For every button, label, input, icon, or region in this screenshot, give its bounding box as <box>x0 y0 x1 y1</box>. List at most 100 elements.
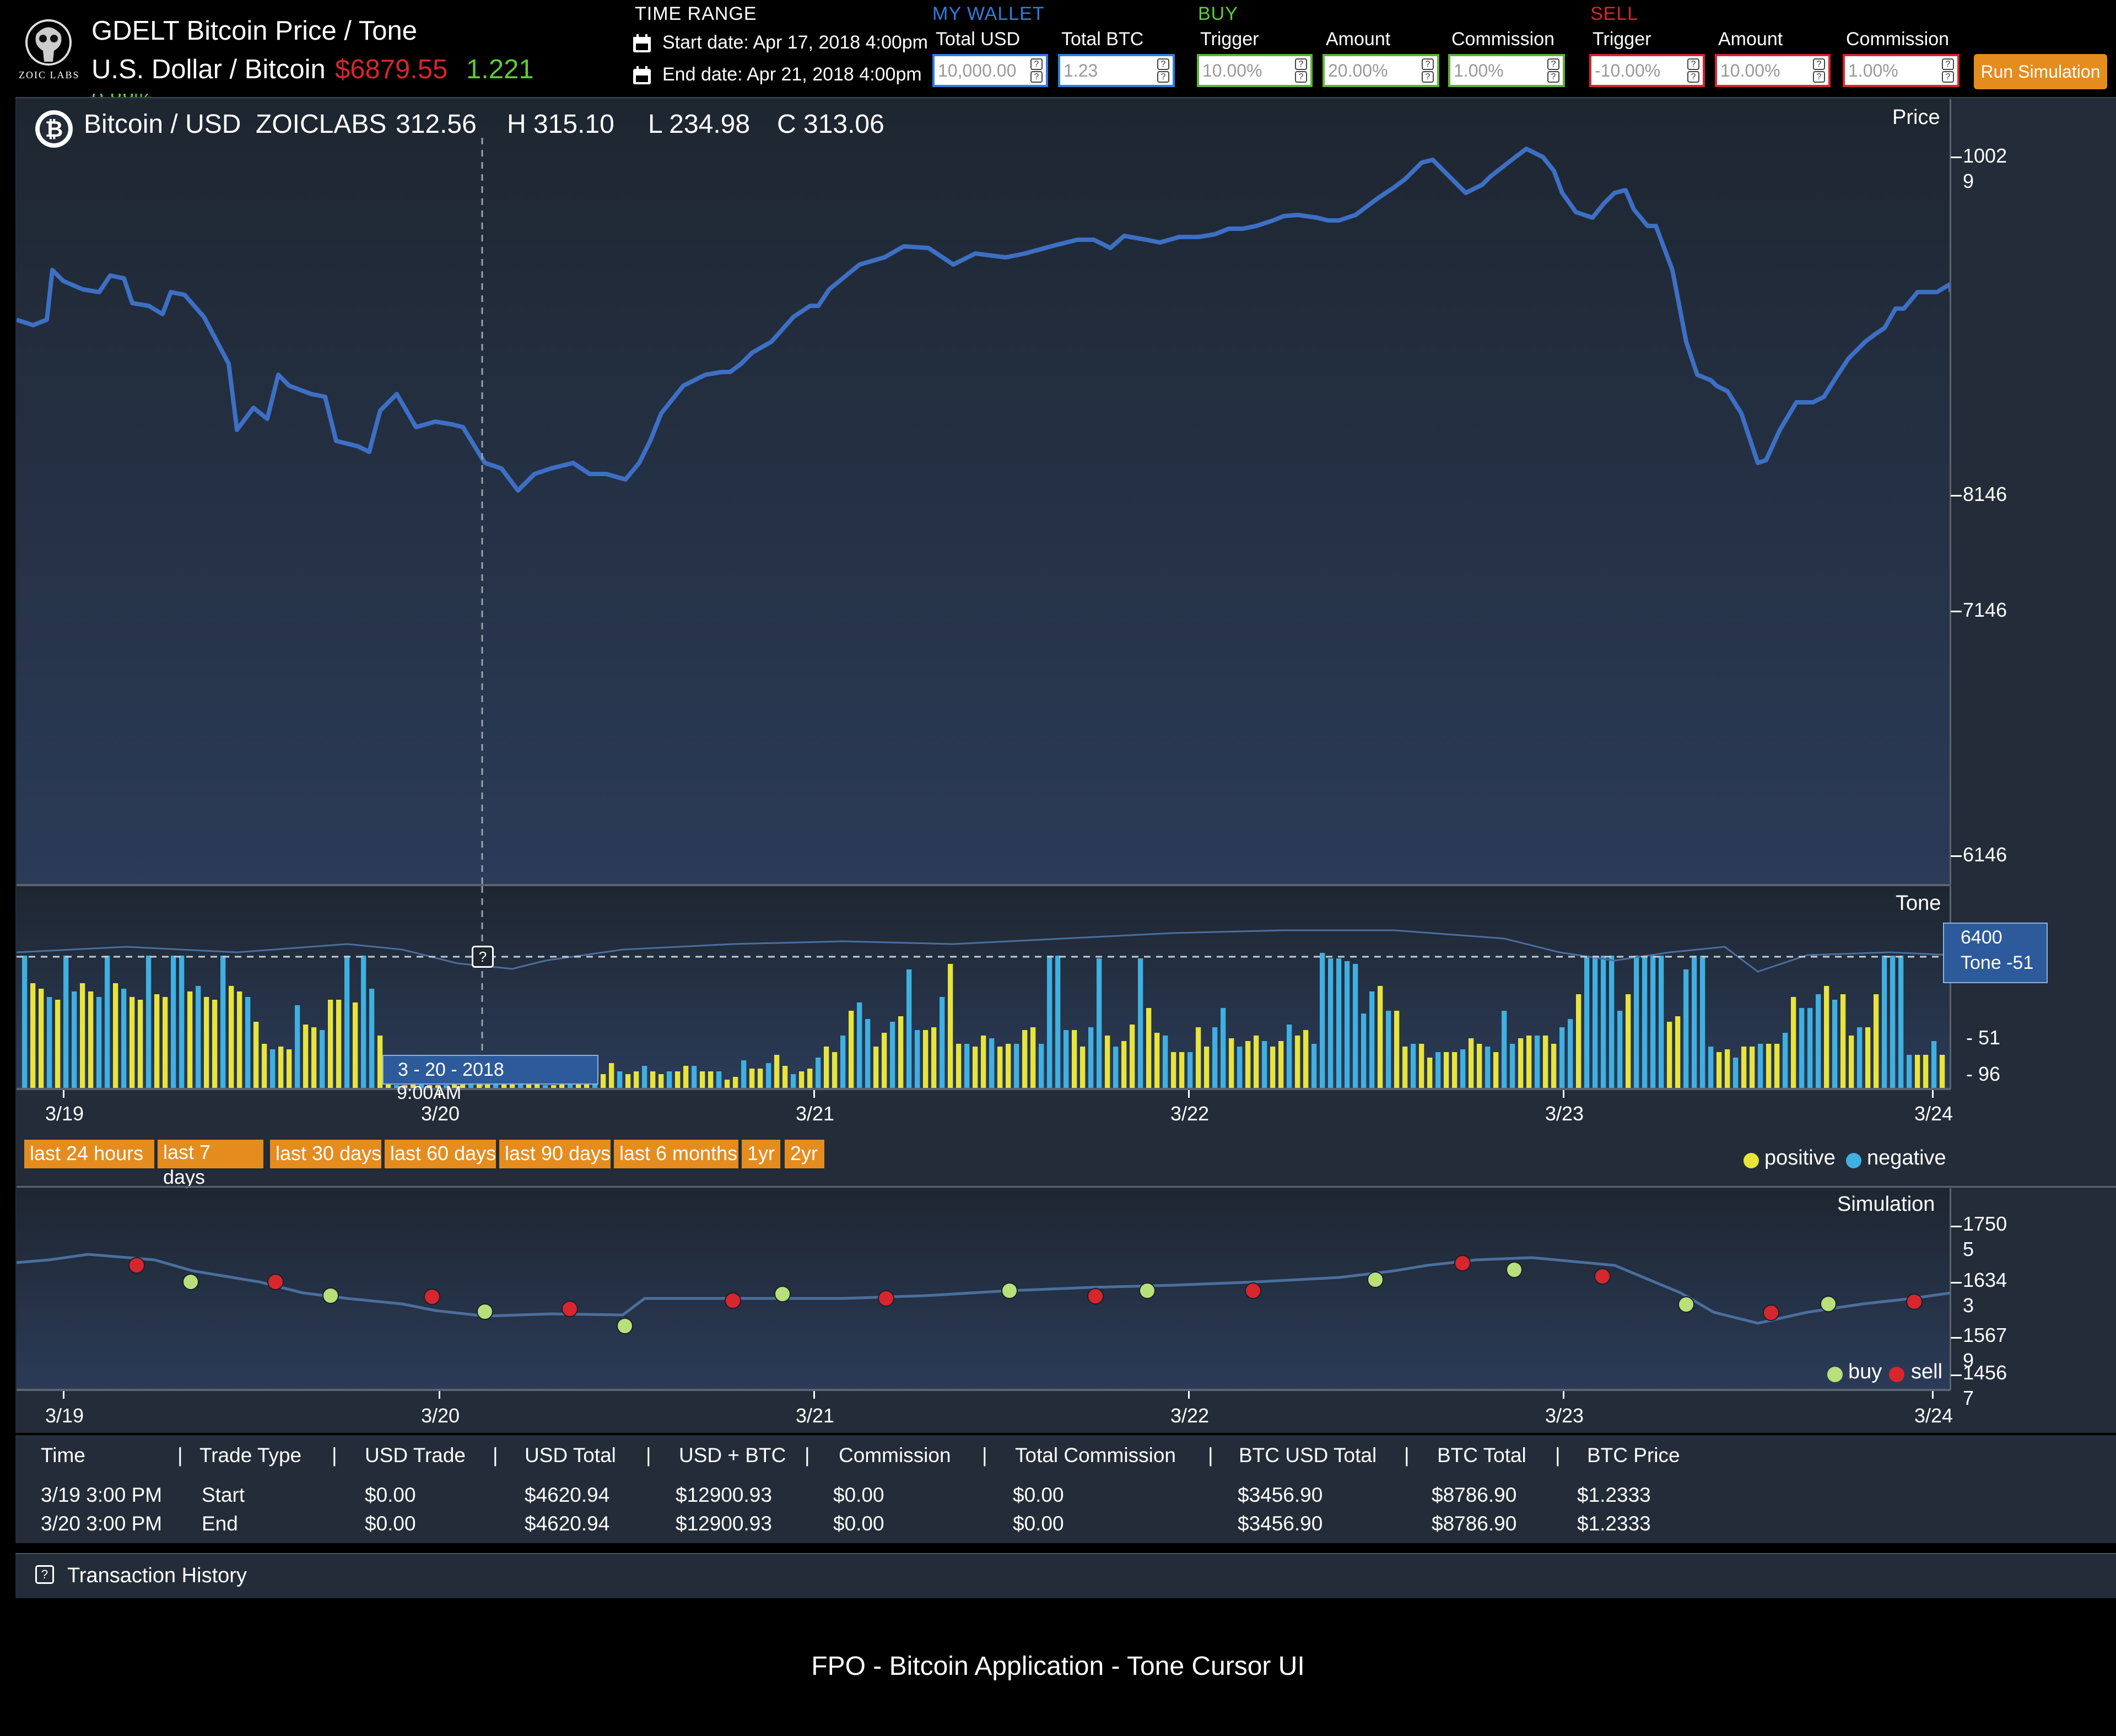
tone-bar[interactable] <box>1130 1025 1135 1088</box>
tone-bar[interactable] <box>559 1082 565 1088</box>
tone-bar[interactable] <box>229 986 234 1088</box>
tone-bar[interactable] <box>700 1071 705 1088</box>
start-date[interactable]: Start date: Apr 17, 2018 4:00pm <box>662 32 928 53</box>
tone-bar[interactable] <box>940 997 945 1088</box>
tone-bar[interactable] <box>1783 1033 1788 1088</box>
tone-bar[interactable] <box>1898 956 1904 1088</box>
tone-bar[interactable] <box>1229 1038 1234 1088</box>
sell-marker[interactable] <box>1594 1268 1611 1285</box>
tone-bar[interactable] <box>1840 994 1846 1088</box>
tone-bar[interactable] <box>237 991 242 1088</box>
tone-bar[interactable] <box>1014 1044 1019 1088</box>
tone-bar[interactable] <box>1394 1011 1400 1088</box>
tone-bar[interactable] <box>1865 1027 1871 1088</box>
tone-bar[interactable] <box>377 1036 383 1088</box>
tone-bar[interactable] <box>1469 1038 1474 1088</box>
tone-bar[interactable] <box>336 1000 342 1088</box>
tone-bar[interactable] <box>1559 1027 1565 1088</box>
tone-bar[interactable] <box>956 1044 962 1088</box>
range-1yr[interactable]: 1yr <box>742 1140 780 1168</box>
tone-bar[interactable] <box>1816 994 1821 1088</box>
tone-bar[interactable] <box>47 997 52 1088</box>
tone-bar[interactable] <box>1311 1044 1317 1088</box>
tone-bar[interactable] <box>1088 1027 1094 1088</box>
tone-bar[interactable] <box>295 1005 300 1088</box>
tone-bar[interactable] <box>964 1044 970 1088</box>
tone-chart[interactable] <box>17 886 1951 1089</box>
tone-bar[interactable] <box>658 1074 664 1088</box>
tone-bar[interactable] <box>328 1000 333 1088</box>
tone-bar[interactable] <box>171 956 176 1088</box>
tone-bar[interactable] <box>1138 958 1143 1088</box>
table-header-cell[interactable]: USD Total <box>525 1444 616 1467</box>
tone-bar[interactable] <box>865 1019 871 1088</box>
tone-bar[interactable] <box>1626 994 1631 1088</box>
tone-bar[interactable] <box>725 1080 730 1088</box>
buy-amount-input[interactable]: 20.00%?? <box>1322 54 1439 87</box>
tone-bar[interactable] <box>609 1063 614 1088</box>
tone-bar[interactable] <box>824 1047 829 1088</box>
sell-marker[interactable] <box>1087 1288 1104 1304</box>
tone-bar[interactable] <box>72 991 77 1088</box>
tone-bar[interactable] <box>906 969 912 1088</box>
tone-bar[interactable] <box>39 989 44 1088</box>
tone-bar[interactable] <box>1452 1052 1458 1088</box>
tone-bar[interactable] <box>80 983 85 1088</box>
tone-bar[interactable] <box>1766 1044 1772 1088</box>
tone-bar[interactable] <box>692 1066 697 1088</box>
tone-bar[interactable] <box>1659 956 1664 1088</box>
tone-bar[interactable] <box>411 1082 416 1088</box>
sell-marker[interactable] <box>424 1288 440 1305</box>
table-header-cell[interactable]: USD Trade <box>365 1444 466 1467</box>
tone-bar[interactable] <box>1584 956 1590 1088</box>
tone-bar[interactable] <box>154 994 160 1088</box>
tone-bar[interactable] <box>394 1085 400 1088</box>
tone-bar[interactable] <box>882 1033 887 1088</box>
tone-bar[interactable] <box>758 1069 763 1088</box>
tone-bar[interactable] <box>634 1071 639 1088</box>
tone-bar[interactable] <box>1378 986 1383 1088</box>
tone-bar[interactable] <box>1526 1036 1532 1088</box>
tone-bar[interactable] <box>287 1049 292 1088</box>
tone-bar[interactable] <box>766 1063 771 1088</box>
tone-bar[interactable] <box>1006 1044 1011 1088</box>
tone-bar[interactable] <box>683 1066 689 1088</box>
tone-bar[interactable] <box>849 1011 854 1088</box>
tone-bar[interactable] <box>245 997 251 1088</box>
tone-bar[interactable] <box>625 1074 631 1088</box>
tone-bar[interactable] <box>1245 1041 1251 1088</box>
range-2yr[interactable]: 2yr <box>785 1140 824 1168</box>
tone-bar[interactable] <box>1212 1027 1218 1088</box>
tone-bar[interactable] <box>369 989 375 1088</box>
tone-bar[interactable] <box>204 997 209 1088</box>
start-calendar-icon[interactable] <box>631 33 652 57</box>
tone-bar[interactable] <box>220 956 226 1088</box>
tone-bar[interactable] <box>1609 956 1615 1088</box>
total-btc-input[interactable]: 1.23?? <box>1058 54 1175 87</box>
tone-bar[interactable] <box>1874 994 1879 1088</box>
tone-bar[interactable] <box>898 1016 904 1088</box>
tone-bar[interactable] <box>1196 1027 1201 1088</box>
tone-bar[interactable] <box>1832 1000 1838 1088</box>
tone-bar[interactable] <box>551 1085 557 1088</box>
sell-marker[interactable] <box>562 1301 578 1317</box>
tone-bar[interactable] <box>1064 1030 1069 1088</box>
sell-marker[interactable] <box>1763 1304 1779 1321</box>
tone-bar[interactable] <box>1039 1044 1044 1088</box>
tone-bar[interactable] <box>1593 956 1598 1088</box>
tone-bar[interactable] <box>1411 1044 1416 1088</box>
buy-marker[interactable] <box>774 1286 791 1302</box>
tone-bar[interactable] <box>1700 956 1705 1088</box>
tone-bar[interactable] <box>1386 1011 1391 1088</box>
tone-bar[interactable] <box>1493 1052 1499 1088</box>
tone-bar[interactable] <box>1890 956 1896 1088</box>
tone-bar[interactable] <box>1716 1052 1722 1088</box>
tone-bar[interactable] <box>1287 1025 1292 1088</box>
tone-bar[interactable] <box>1551 1044 1557 1088</box>
tone-bar[interactable] <box>1303 1030 1309 1088</box>
end-date[interactable]: End date: Apr 21, 2018 4:00pm <box>662 64 922 85</box>
tone-bar[interactable] <box>1402 1047 1408 1088</box>
tone-bar[interactable] <box>1361 1013 1367 1088</box>
tone-bar[interactable] <box>642 1066 647 1088</box>
tone-bar[interactable] <box>973 1047 978 1088</box>
